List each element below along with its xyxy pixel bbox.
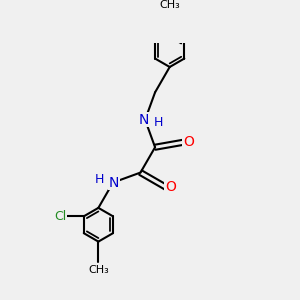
Text: H: H: [154, 116, 163, 129]
Text: CH₃: CH₃: [159, 0, 180, 10]
Text: O: O: [165, 180, 176, 194]
Text: H: H: [95, 173, 104, 186]
Text: Cl: Cl: [54, 210, 66, 223]
Text: N: N: [139, 113, 149, 127]
Text: O: O: [183, 135, 194, 149]
Text: N: N: [109, 176, 119, 190]
Text: CH₃: CH₃: [88, 265, 109, 275]
